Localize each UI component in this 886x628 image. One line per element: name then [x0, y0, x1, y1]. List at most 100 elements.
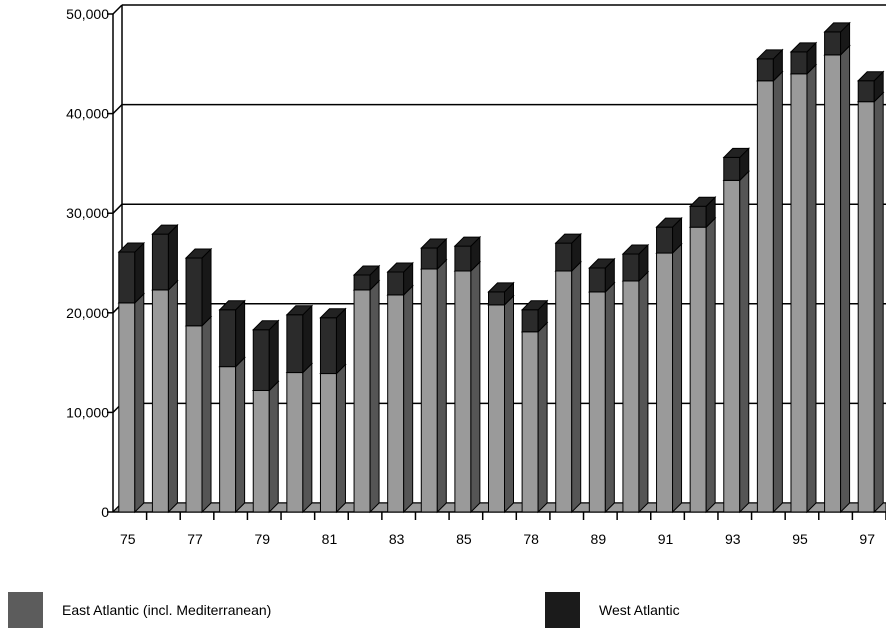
- bar-east-atlantic-front: [454, 270, 472, 513]
- bar-west-atlantic-top: [184, 248, 213, 259]
- bar-east-atlantic-front: [723, 179, 741, 513]
- bar-east-atlantic-side: [638, 270, 649, 514]
- bar-west-atlantic-top: [420, 238, 448, 249]
- bar-east-atlantic-side: [873, 91, 884, 514]
- x-tick-label: 81: [322, 531, 338, 547]
- bar-west-atlantic-side: [201, 247, 212, 327]
- bar-west-atlantic-top: [722, 147, 750, 158]
- legend-label-east-atlantic: East Atlantic (incl. Mediterranean): [62, 602, 272, 618]
- bar-west-atlantic-top: [117, 242, 146, 253]
- bar-west-atlantic-front: [488, 291, 505, 306]
- bar-east-atlantic-front: [521, 331, 539, 513]
- bar-west-atlantic-top: [285, 305, 314, 316]
- bar-east-atlantic-front: [622, 280, 640, 513]
- gridline-slant: [112, 104, 123, 115]
- y-tick-label: 50,000: [66, 6, 109, 22]
- bar-east-atlantic-side: [840, 44, 851, 514]
- x-tick-label: 89: [591, 531, 607, 547]
- bar-east-atlantic-front: [488, 304, 505, 513]
- bar-west-atlantic-side: [302, 304, 313, 374]
- bar-east-atlantic-side: [436, 258, 447, 514]
- bar-west-atlantic-front: [420, 247, 438, 270]
- bar-west-atlantic-top: [520, 300, 549, 311]
- bar-west-atlantic-top: [756, 49, 784, 60]
- bar-west-atlantic-top: [856, 71, 885, 82]
- bar-east-atlantic-side: [537, 321, 548, 514]
- y-tick-label: 40,000: [66, 106, 109, 122]
- bar-east-atlantic-front: [185, 325, 203, 513]
- bar-west-atlantic-top: [386, 262, 414, 273]
- bar-west-atlantic-front: [622, 253, 640, 282]
- y-tick-label: 20,000: [66, 305, 109, 321]
- legend-east-atlantic: East Atlantic (incl. Mediterranean): [8, 592, 271, 628]
- x-tick-label: 77: [187, 531, 203, 547]
- bar-east-atlantic-front: [824, 54, 842, 513]
- bar-west-atlantic-front: [252, 329, 270, 391]
- bar-west-atlantic-front: [857, 80, 875, 103]
- bar-west-atlantic-front: [319, 317, 337, 375]
- x-tick-label: 83: [389, 531, 405, 547]
- bar-west-atlantic-top: [688, 196, 717, 207]
- bar-east-atlantic-side: [268, 380, 279, 514]
- bar-west-atlantic-front: [555, 242, 573, 272]
- bar-east-atlantic-front: [790, 73, 808, 513]
- bar-east-atlantic-front: [588, 291, 606, 513]
- bar-west-atlantic-top: [789, 42, 818, 53]
- bar-west-atlantic-top: [352, 265, 381, 276]
- bar-west-atlantic-top: [588, 258, 616, 269]
- bar-west-atlantic-top: [319, 308, 347, 319]
- bar-west-atlantic-top: [823, 22, 851, 33]
- bar-west-atlantic-side: [335, 307, 346, 375]
- bar-west-atlantic-top: [554, 233, 582, 244]
- bar-west-atlantic-front: [219, 309, 237, 368]
- legend-swatch-east-atlantic: [8, 592, 43, 628]
- bar-west-atlantic-top: [218, 300, 246, 311]
- bar-west-atlantic-front: [387, 271, 405, 296]
- bar-east-atlantic-front: [252, 389, 270, 513]
- bar-east-atlantic-side: [335, 363, 346, 514]
- bar-east-atlantic-front: [387, 294, 405, 513]
- x-tick-label: 91: [658, 531, 674, 547]
- x-tick-label: 75: [120, 531, 136, 547]
- bar-east-atlantic-side: [571, 260, 582, 514]
- bar-west-atlantic-side: [235, 299, 246, 368]
- x-tick-label: 79: [254, 531, 270, 547]
- y-tick-label: 10,000: [66, 404, 109, 420]
- bar-west-atlantic-front: [689, 205, 707, 228]
- bar-east-atlantic-side: [235, 356, 246, 514]
- bar-west-atlantic-front: [353, 274, 371, 291]
- gridline-slant: [112, 203, 123, 214]
- bar-west-atlantic-side: [167, 223, 178, 292]
- bar-west-atlantic-front: [656, 226, 674, 254]
- bar-west-atlantic-front: [588, 267, 606, 293]
- bar-west-atlantic-top: [655, 217, 683, 228]
- bar-east-atlantic-front: [689, 226, 707, 513]
- legend-west-atlantic: West Atlantic: [545, 592, 680, 628]
- bar-east-atlantic-front: [656, 252, 674, 513]
- bar-west-atlantic-front: [824, 31, 842, 56]
- x-tick-label: 85: [456, 531, 472, 547]
- bar-west-atlantic-top: [487, 282, 515, 293]
- x-tick-label: 95: [792, 531, 808, 547]
- bar-east-atlantic-side: [470, 260, 481, 514]
- bar-east-atlantic-side: [504, 294, 514, 514]
- bar-west-atlantic-top: [151, 224, 179, 235]
- x-tick-label: 78: [523, 531, 539, 547]
- bar-east-atlantic-side: [369, 279, 380, 514]
- bar-east-atlantic-front: [151, 289, 169, 513]
- bar-east-atlantic-side: [302, 362, 313, 514]
- bar-east-atlantic-side: [201, 315, 212, 514]
- bar-west-atlantic-side: [268, 319, 279, 392]
- bar-east-atlantic-front: [118, 302, 136, 513]
- bar-east-atlantic-front: [319, 373, 337, 513]
- bar-east-atlantic-side: [772, 70, 783, 514]
- x-tick-label: 93: [725, 531, 741, 547]
- bar-west-atlantic-top: [453, 236, 482, 247]
- bar-east-atlantic-front: [353, 289, 371, 513]
- bar-east-atlantic-front: [555, 270, 573, 513]
- bar-west-atlantic-front: [521, 309, 539, 333]
- bar-west-atlantic-front: [185, 257, 203, 327]
- bar-west-atlantic-front: [118, 251, 136, 304]
- x-tick-label: 97: [859, 531, 875, 547]
- bar-east-atlantic-side: [403, 284, 414, 514]
